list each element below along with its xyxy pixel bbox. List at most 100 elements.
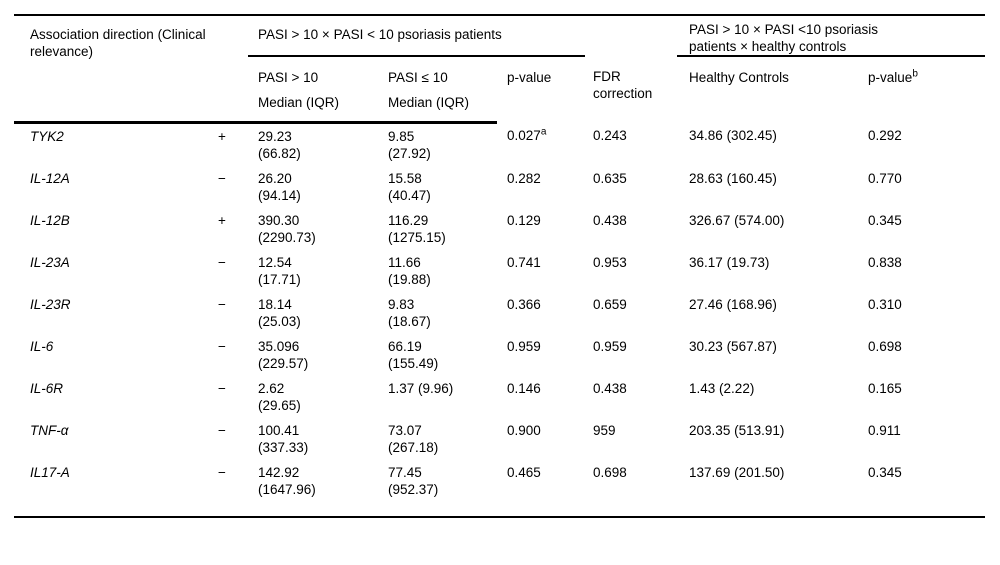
table-row: IL-23R − 18.14 (25.03) 9.83 (18.67) 0.36…: [14, 292, 985, 334]
median-value: 9.85: [388, 129, 415, 144]
healthy-controls-median: 326.67 (574.00): [689, 213, 785, 228]
gene-name: IL-12B: [30, 213, 70, 228]
median-iqr: (25.03): [258, 314, 301, 329]
p-value: 0.027: [507, 127, 541, 143]
median-value: 100.41: [258, 423, 300, 438]
median-iqr: (267.18): [388, 440, 439, 455]
median-value: 73.07: [388, 423, 422, 438]
pasi-gt10-median-cell: 18.14 (25.03): [248, 292, 378, 334]
subheader-pasi-gt10: PASI > 10 Median (IQR): [248, 56, 379, 124]
gene-name: IL-23A: [30, 255, 70, 270]
subheader-p-value-b: p-valueb: [860, 56, 985, 123]
median-value: 29.23: [258, 129, 292, 144]
p-value-b-value: 0.838: [868, 255, 902, 270]
association-direction-sign: −: [218, 255, 226, 270]
header-group-healthy-controls: PASI > 10 × PASI <10 psoriasis patients …: [677, 14, 986, 57]
gene-name: IL-6: [30, 339, 54, 354]
sub-header-row: PASI > 10 Median (IQR) PASI ≤ 10 Median …: [14, 56, 985, 124]
p-value: 0.366: [507, 297, 541, 312]
median-iqr: (952.37): [388, 482, 439, 497]
pasi-le10-median-cell: 66.19 (155.49): [378, 334, 497, 376]
median-iqr: (337.33): [258, 440, 309, 455]
median-value: 142.92: [258, 465, 300, 480]
median-value: 1.37 (9.96): [388, 381, 454, 396]
association-direction-sign: +: [218, 213, 226, 228]
subheader-pasi-gt10-label: PASI > 10: [258, 70, 319, 85]
association-direction-sign: −: [218, 339, 226, 354]
pasi-le10-median-cell: 1.37 (9.96): [378, 376, 497, 418]
footnote-marker-a: a: [540, 126, 547, 137]
subheader-fdr-correction: FDR correction: [593, 69, 653, 101]
table-row: IL-6 − 35.096 (229.57) 66.19 (155.49) 0.…: [14, 334, 985, 376]
pasi-le10-median-cell: 11.66 (19.88): [378, 250, 497, 292]
median-iqr: (40.47): [388, 188, 431, 203]
median-value: 2.62: [258, 381, 285, 396]
p-value-cell: 0.465: [497, 460, 586, 518]
p-value: 0.959: [507, 339, 541, 354]
page: { "table": { "top_header": { "associatio…: [0, 14, 1000, 565]
association-direction-sign: +: [218, 129, 226, 144]
header-gap-cell: [585, 14, 678, 56]
association-direction-sign: −: [218, 297, 226, 312]
p-value-cell: 0.282: [497, 166, 585, 208]
gene-name: TYK2: [30, 129, 64, 144]
healthy-controls-median: 203.35 (513.91): [689, 423, 785, 438]
fdr-correction-value: 0.698: [585, 460, 678, 518]
median-value: 9.83: [388, 297, 415, 312]
pasi-gt10-median-cell: 35.096 (229.57): [248, 334, 378, 376]
median-iqr: (1647.96): [258, 482, 316, 497]
p-value-b-value: 0.911: [868, 423, 901, 438]
gene-name: IL-23R: [30, 297, 71, 312]
header-group-healthy-controls-line2: patients × healthy controls: [689, 39, 847, 54]
pasi-le10-median-cell: 77.45 (952.37): [378, 460, 498, 518]
median-iqr: (29.65): [258, 398, 301, 413]
p-value-b-value: 0.292: [868, 127, 902, 143]
median-iqr: (27.92): [388, 146, 431, 161]
median-value: 390.30: [258, 213, 300, 228]
median-value: 15.58: [388, 171, 422, 186]
median-value: 77.45: [388, 465, 422, 480]
p-value-b-value: 0.770: [868, 171, 902, 186]
healthy-controls-median: 28.63 (160.45): [689, 171, 777, 186]
results-table: Association direction (Clinical relevanc…: [14, 14, 986, 518]
pasi-gt10-median-cell: 142.92 (1647.96): [248, 460, 379, 518]
fdr-correction-value: 0.243: [593, 127, 627, 143]
association-direction-sign: −: [218, 171, 226, 186]
p-value: 0.741: [507, 255, 541, 270]
p-value-cell: 0.741: [497, 250, 585, 292]
table-row: IL-23A − 12.54 (17.71) 11.66 (19.88) 0.7…: [14, 250, 985, 292]
pasi-le10-median-cell: 73.07 (267.18): [378, 418, 497, 460]
table-row: TNF-α − 100.41 (337.33) 73.07 (267.18) 0…: [14, 418, 985, 460]
p-value: 0.900: [507, 423, 541, 438]
p-value-cell: 0.027a: [497, 123, 585, 167]
healthy-controls-median: 137.69 (201.50): [677, 460, 861, 518]
median-iqr: (1275.15): [388, 230, 446, 245]
p-value-b-value: 0.345: [868, 213, 902, 228]
p-value-b-value: 0.698: [868, 339, 902, 354]
table-body: TYK2 + 29.23 (66.82) 9.85 (27.92) 0.027a…: [14, 123, 986, 518]
median-iqr: (2290.73): [258, 230, 316, 245]
subheader-pasi-le10-label: PASI ≤ 10: [388, 70, 448, 85]
gene-name: TNF-α: [30, 423, 69, 438]
pasi-gt10-median-cell: 100.41 (337.33): [248, 418, 378, 460]
association-direction-sign: −: [218, 381, 226, 396]
healthy-controls-median: 1.43 (2.22): [689, 381, 755, 396]
subheader-p-value-b-label: p-value: [868, 70, 913, 85]
table-row: IL-12B + 390.30 (2290.73) 116.29 (1275.1…: [14, 208, 985, 250]
healthy-controls-median: 30.23 (567.87): [689, 339, 777, 354]
median-value: 18.14: [258, 297, 292, 312]
pasi-gt10-median-cell: 390.30 (2290.73): [248, 208, 378, 250]
table-row: IL17-A − 142.92 (1647.96) 77.45 (952.37)…: [14, 460, 986, 518]
median-value: 26.20: [258, 171, 292, 186]
median-value: 11.66: [388, 255, 421, 270]
median-iqr: (94.14): [258, 188, 301, 203]
p-value-b-value: 0.345: [860, 460, 986, 518]
pasi-gt10-median-cell: 29.23 (66.82): [248, 123, 378, 167]
subheader-pasi-gt10-median: Median (IQR): [258, 95, 340, 110]
footnote-marker-b: b: [912, 68, 918, 80]
pasi-le10-median-cell: 116.29 (1275.15): [378, 208, 497, 250]
table-header: Association direction (Clinical relevanc…: [14, 14, 986, 124]
p-value: 0.465: [507, 465, 541, 480]
median-value: 66.19: [388, 339, 422, 354]
healthy-controls-median: 27.46 (168.96): [689, 297, 777, 312]
